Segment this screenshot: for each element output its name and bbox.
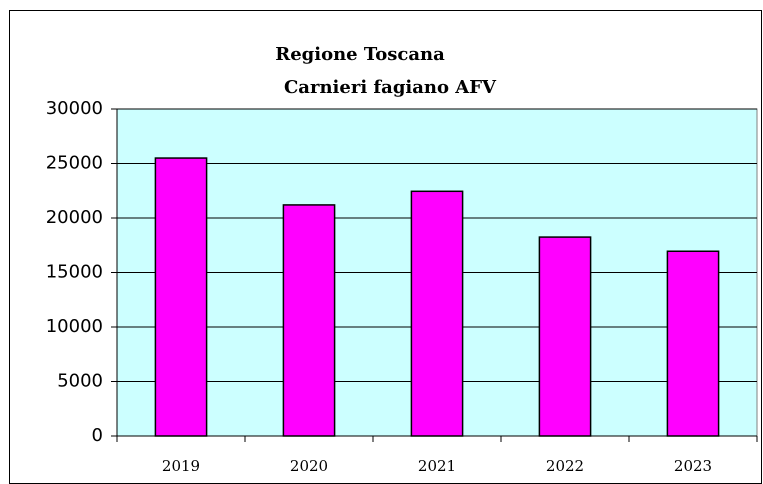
x-tick-label: 2020 xyxy=(290,457,328,475)
y-tick-label: 25000 xyxy=(46,153,103,174)
y-tick-label: 30000 xyxy=(46,98,103,119)
bar xyxy=(282,204,336,437)
x-tick-label: 2021 xyxy=(418,457,456,475)
y-tick-label: 5000 xyxy=(57,371,103,392)
y-tick-label: 0 xyxy=(92,425,103,446)
bar xyxy=(666,250,720,437)
x-tick-label: 2023 xyxy=(674,457,712,475)
x-tick-label: 2019 xyxy=(162,457,200,475)
y-tick-label: 15000 xyxy=(46,262,103,283)
chart-title: Regione Toscana xyxy=(275,44,445,65)
bar xyxy=(538,236,592,437)
bar xyxy=(154,157,208,437)
x-tick-label: 2022 xyxy=(546,457,584,475)
chart-title: Carnieri fagiano AFV xyxy=(284,77,497,98)
y-tick-label: 20000 xyxy=(46,207,103,228)
bar xyxy=(410,190,464,437)
y-tick-label: 10000 xyxy=(46,316,103,337)
